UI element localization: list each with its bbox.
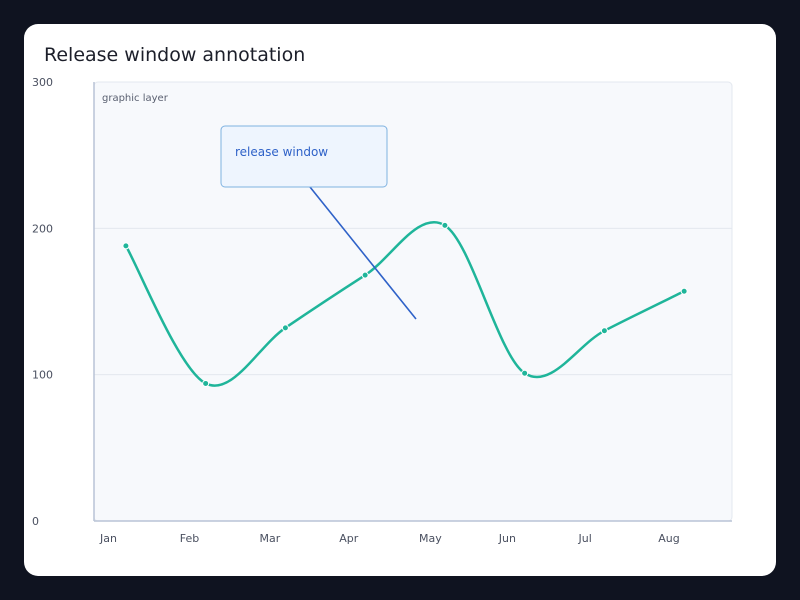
plot-area <box>93 81 733 522</box>
data-point <box>441 221 449 229</box>
x-tick-label: Mar <box>260 532 281 545</box>
annotation: release window <box>220 125 417 320</box>
data-point <box>202 379 210 387</box>
x-tick-label: Jun <box>498 532 516 545</box>
data-point <box>281 324 289 332</box>
annotation-box <box>220 125 388 188</box>
y-tick-label: 300 <box>32 76 53 89</box>
data-point <box>521 369 529 377</box>
x-tick-labels: Jan Feb Mar Apr May Jun Jul Aug <box>99 532 680 545</box>
annotation-text: release window <box>235 145 328 159</box>
data-point <box>680 287 688 295</box>
annotation-connector <box>309 186 417 320</box>
y-tick-label: 200 <box>32 222 53 235</box>
line-chart: graphic layer 0 100 200 300 Jan Feb Mar Apr May… <box>32 76 733 545</box>
grid-lines <box>94 227 732 376</box>
series-points <box>122 221 688 387</box>
chart-title: Release window annotation <box>44 44 306 66</box>
x-tick-label: Aug <box>658 532 679 545</box>
x-tick-label: Feb <box>180 532 199 545</box>
data-point <box>600 327 608 335</box>
data-point <box>361 271 369 279</box>
data-point <box>122 242 130 250</box>
y-tick-label: 0 <box>32 515 39 528</box>
x-tick-label: Jul <box>578 532 592 545</box>
x-tick-label: Apr <box>339 532 359 545</box>
x-tick-label: May <box>419 532 442 545</box>
graphic-layer-label: graphic layer <box>102 93 169 104</box>
y-tick-label: 100 <box>32 369 53 382</box>
x-tick-label: Jan <box>99 532 117 545</box>
y-tick-labels: 0 100 200 300 <box>32 76 53 528</box>
chart-card: Release window annotation graphic layer … <box>24 24 776 576</box>
